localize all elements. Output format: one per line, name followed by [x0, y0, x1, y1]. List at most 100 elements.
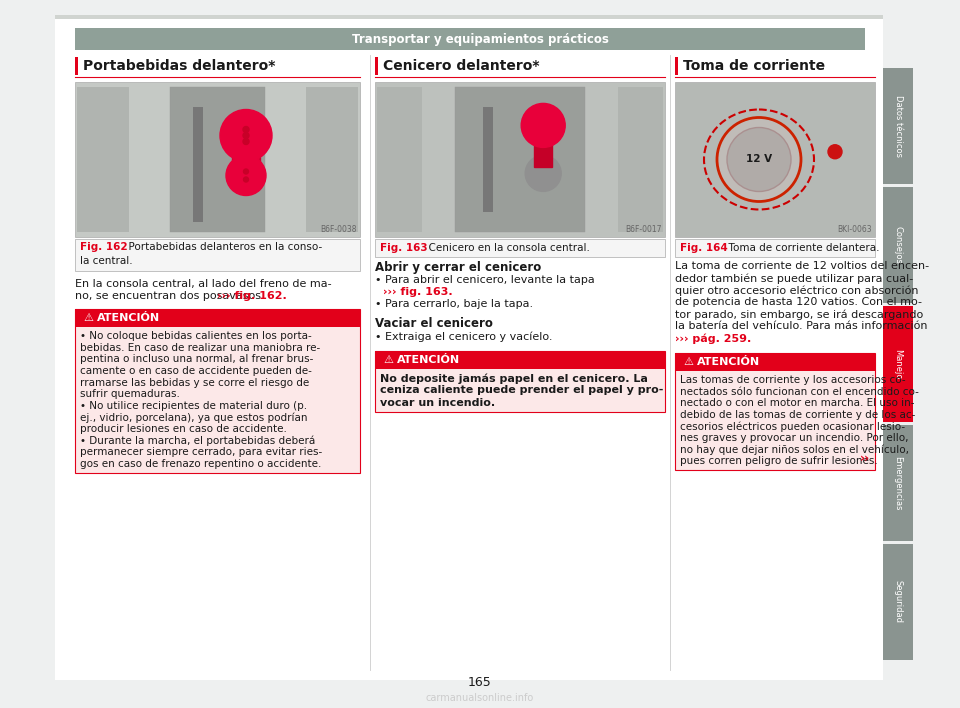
- Bar: [75, 239, 360, 271]
- Text: sufrir quemaduras.: sufrir quemaduras.: [80, 389, 180, 399]
- Bar: [75, 57, 78, 75]
- Text: tor parado, sin embargo, se irá descargando: tor parado, sin embargo, se irá descarga…: [675, 309, 924, 319]
- Text: la batería del vehículo. Para más información: la batería del vehículo. Para más inform…: [675, 321, 927, 331]
- Text: B6F-0038: B6F-0038: [321, 225, 357, 234]
- Text: Fig. 162: Fig. 162: [80, 242, 128, 252]
- Bar: [483, 107, 493, 212]
- Bar: [306, 87, 358, 232]
- Circle shape: [243, 127, 249, 132]
- Text: carmanualsonline.info: carmanualsonline.info: [426, 693, 534, 703]
- Bar: [675, 82, 875, 237]
- Bar: [77, 87, 129, 232]
- Circle shape: [243, 139, 249, 144]
- Text: pues corren peligro de sufrir lesiones.: pues corren peligro de sufrir lesiones.: [680, 457, 877, 467]
- Text: Fig. 164: Fig. 164: [680, 243, 728, 253]
- Text: • Durante la marcha, el portabebidas deberá: • Durante la marcha, el portabebidas deb…: [80, 435, 315, 446]
- Bar: [455, 87, 585, 232]
- Bar: [377, 87, 422, 232]
- Bar: [193, 107, 203, 222]
- Text: • Extraiga el cenicero y vacíelo.: • Extraiga el cenicero y vacíelo.: [375, 331, 553, 341]
- Circle shape: [525, 155, 562, 191]
- Bar: [375, 351, 665, 412]
- Text: pentina o incluso una normal, al frenar brus-: pentina o incluso una normal, al frenar …: [80, 354, 313, 364]
- Text: Consejos: Consejos: [894, 226, 902, 264]
- Text: permanecer siempre cerrado, para evitar ries-: permanecer siempre cerrado, para evitar …: [80, 447, 323, 457]
- Bar: [883, 68, 913, 184]
- Text: ej., vidrio, porcelana), ya que estos podrían: ej., vidrio, porcelana), ya que estos po…: [80, 412, 307, 423]
- Text: la central.: la central.: [80, 256, 132, 266]
- Bar: [75, 309, 360, 327]
- Text: Toma de corriente: Toma de corriente: [683, 59, 826, 73]
- Text: ››› fig. 162.: ››› fig. 162.: [217, 291, 287, 301]
- Bar: [675, 353, 875, 371]
- Text: cesorios eléctricos pueden ocasionar lesio-: cesorios eléctricos pueden ocasionar les…: [680, 421, 905, 432]
- Text: Portabebidas delanteros en la conso-: Portabebidas delanteros en la conso-: [122, 242, 323, 252]
- Text: ››: ››: [860, 452, 870, 465]
- Text: La toma de corriente de 12 voltios del encen-: La toma de corriente de 12 voltios del e…: [675, 261, 929, 271]
- Text: Datos técnicos: Datos técnicos: [894, 95, 902, 157]
- Text: • No coloque bebidas calientes en los porta-: • No coloque bebidas calientes en los po…: [80, 331, 312, 341]
- Text: nectado o con el motor en marcha. El uso in-: nectado o con el motor en marcha. El uso…: [680, 398, 915, 409]
- Text: Toma de corriente delantera.: Toma de corriente delantera.: [722, 243, 879, 253]
- Circle shape: [521, 103, 565, 147]
- Text: dedor también se puede utilizar para cual-: dedor también se puede utilizar para cua…: [675, 273, 913, 283]
- Bar: [170, 87, 265, 232]
- Text: Seguridad: Seguridad: [894, 581, 902, 624]
- Text: Manejo: Manejo: [894, 349, 902, 379]
- Text: Cenicero delantero*: Cenicero delantero*: [383, 59, 540, 73]
- Bar: [75, 28, 865, 50]
- Bar: [375, 82, 665, 237]
- Text: no, se encuentran dos posavasos: no, se encuentran dos posavasos: [75, 291, 265, 301]
- Text: Las tomas de corriente y los accesorios co-: Las tomas de corriente y los accesorios …: [680, 375, 905, 385]
- Text: rramarse las bebidas y se corre el riesgo de: rramarse las bebidas y se corre el riesg…: [80, 377, 309, 387]
- Bar: [534, 139, 552, 167]
- Text: ⚠: ⚠: [383, 355, 393, 365]
- Text: B6F-0017: B6F-0017: [626, 225, 662, 234]
- Bar: [675, 239, 875, 257]
- Text: ⚠: ⚠: [83, 313, 93, 323]
- Text: ATENCIÓN: ATENCIÓN: [697, 357, 760, 367]
- Text: • Para abrir el cenicero, levante la tapa: • Para abrir el cenicero, levante la tap…: [375, 275, 595, 285]
- Text: Portabebidas delantero*: Portabebidas delantero*: [83, 59, 276, 73]
- Text: vocar un incendio.: vocar un incendio.: [380, 398, 495, 408]
- Bar: [883, 187, 913, 303]
- Text: Vaciar el cenicero: Vaciar el cenicero: [375, 317, 492, 330]
- Circle shape: [828, 144, 842, 159]
- Bar: [55, 15, 883, 19]
- Text: nes graves y provocar un incendio. Por ello,: nes graves y provocar un incendio. Por e…: [680, 433, 908, 443]
- Text: No deposite jamás papel en el cenicero. La: No deposite jamás papel en el cenicero. …: [380, 373, 648, 384]
- Circle shape: [717, 118, 801, 202]
- Text: Cenicero en la consola central.: Cenicero en la consola central.: [422, 243, 589, 253]
- Text: de potencia de hasta 120 vatios. Con el mo-: de potencia de hasta 120 vatios. Con el …: [675, 297, 922, 307]
- Text: Emergencias: Emergencias: [894, 456, 902, 510]
- Text: En la consola central, al lado del freno de ma-: En la consola central, al lado del freno…: [75, 279, 331, 289]
- Bar: [375, 57, 378, 75]
- Text: Abrir y cerrar el cenicero: Abrir y cerrar el cenicero: [375, 261, 541, 274]
- Circle shape: [244, 169, 249, 174]
- Circle shape: [226, 156, 266, 195]
- Bar: [675, 353, 875, 470]
- Circle shape: [243, 132, 249, 139]
- Bar: [883, 306, 913, 422]
- Circle shape: [727, 127, 791, 191]
- Text: nectados sólo funcionan con el encendido co-: nectados sólo funcionan con el encendido…: [680, 387, 919, 396]
- Bar: [675, 57, 678, 75]
- Text: camente o en caso de accidente pueden de-: camente o en caso de accidente pueden de…: [80, 366, 312, 376]
- Text: Transportar y equipamientos prácticos: Transportar y equipamientos prácticos: [351, 33, 609, 45]
- Bar: [883, 425, 913, 541]
- Bar: [883, 544, 913, 660]
- Bar: [55, 15, 883, 680]
- Text: ceniza caliente puede prender el papel y pro-: ceniza caliente puede prender el papel y…: [380, 385, 663, 395]
- Circle shape: [220, 110, 272, 161]
- Text: ››› pág. 259.: ››› pág. 259.: [675, 333, 752, 343]
- Text: ⚠: ⚠: [683, 357, 693, 367]
- Bar: [375, 351, 665, 369]
- Bar: [75, 309, 360, 472]
- Text: 12 V: 12 V: [746, 154, 772, 164]
- Text: 165: 165: [468, 675, 492, 688]
- Bar: [75, 82, 360, 237]
- Circle shape: [244, 177, 249, 182]
- Text: producir lesiones en caso de accidente.: producir lesiones en caso de accidente.: [80, 424, 287, 434]
- Bar: [375, 239, 665, 257]
- Text: bebidas. En caso de realizar una maniobra re-: bebidas. En caso de realizar una maniobr…: [80, 343, 321, 353]
